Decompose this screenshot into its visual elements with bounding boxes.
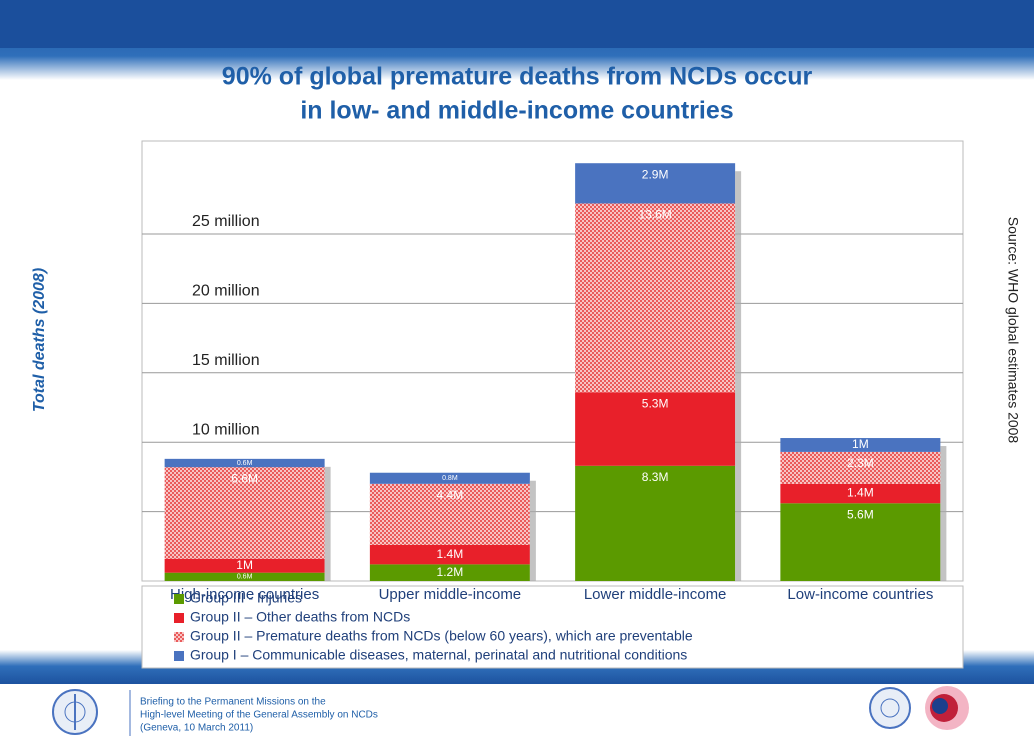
data-label: 2.9M <box>642 167 669 181</box>
data-label: 4.4M <box>437 488 464 502</box>
bar-segment <box>164 572 325 581</box>
data-label: 8.3M <box>642 470 669 484</box>
y-tick-label: 15 million <box>192 352 260 369</box>
bar-segment <box>164 458 325 468</box>
title: in low- and middle-income countries <box>300 97 733 125</box>
footer-text: High-level Meeting of the General Assemb… <box>140 710 378 721</box>
data-label: 0.6M <box>237 574 253 581</box>
legend-swatch <box>174 632 184 642</box>
bar-segment <box>164 558 325 573</box>
legend-label: Group III - Injuries <box>190 590 302 606</box>
bar-segment <box>575 203 736 393</box>
bar-segment <box>164 467 325 559</box>
bar-segment <box>780 483 941 504</box>
footer-text: Briefing to the Permanent Missions on th… <box>140 697 326 708</box>
bar-segment <box>369 544 530 565</box>
bar-segment <box>780 503 941 581</box>
legend-label: Group I – Communicable diseases, materna… <box>190 647 687 663</box>
legend-swatch <box>174 594 184 604</box>
who-logo <box>52 689 98 735</box>
data-label: 5.6M <box>847 507 874 521</box>
legend-label: Group II – Premature deaths from NCDs (b… <box>190 628 693 644</box>
y-tick-label: 20 million <box>192 283 260 300</box>
data-label: 1M <box>852 437 869 451</box>
data-label: 1.4M <box>437 547 464 561</box>
data-label: 2.3M <box>847 456 874 470</box>
ncd-logo <box>925 686 969 730</box>
x-tick-label: High-income countries <box>170 586 319 603</box>
footer <box>0 684 1034 740</box>
x-tick-label: Upper middle-income <box>379 586 522 603</box>
legend-swatch <box>174 651 184 661</box>
bar-segment <box>369 564 530 581</box>
legend <box>141 585 964 669</box>
data-label: 6.6M <box>231 471 258 485</box>
un-logo <box>869 687 911 729</box>
bar-segment <box>575 465 736 581</box>
x-tick-label: Low-income countries <box>787 586 933 603</box>
data-label: 13.6M <box>638 208 671 222</box>
footer-text: (Geneva, 10 March 2011) <box>140 723 253 734</box>
data-label: 0.8M <box>442 475 458 482</box>
bar-segment <box>780 451 941 484</box>
bar-segment <box>369 483 530 545</box>
x-tick-label: Lower middle-income <box>584 586 727 603</box>
bar-shadow <box>529 480 536 581</box>
bar-shadow <box>735 171 742 582</box>
data-label: 0.6M <box>237 460 253 467</box>
bar-shadow <box>324 466 331 581</box>
legend-swatch <box>174 613 184 623</box>
source: Source: WHO global estimates 2008 <box>1005 217 1021 444</box>
bar-segment <box>575 392 736 466</box>
y-tick-label: 25 million <box>192 213 260 230</box>
y-tick-label: 10 million <box>192 421 260 438</box>
header-bar <box>0 0 1034 48</box>
y-axis-label: Total deaths (2008) <box>31 268 48 412</box>
bar-shadow <box>940 446 947 581</box>
data-label: 1M <box>236 558 253 572</box>
data-label: 1.4M <box>847 486 874 500</box>
bar-segment <box>780 438 941 452</box>
bar-segment <box>575 163 736 204</box>
title: 90% of global premature deaths from NCDs… <box>222 63 813 91</box>
data-label: 1.2M <box>437 565 464 579</box>
data-label: 5.3M <box>642 396 669 410</box>
bar-segment <box>369 472 530 484</box>
legend-label: Group II – Other deaths from NCDs <box>190 609 410 625</box>
